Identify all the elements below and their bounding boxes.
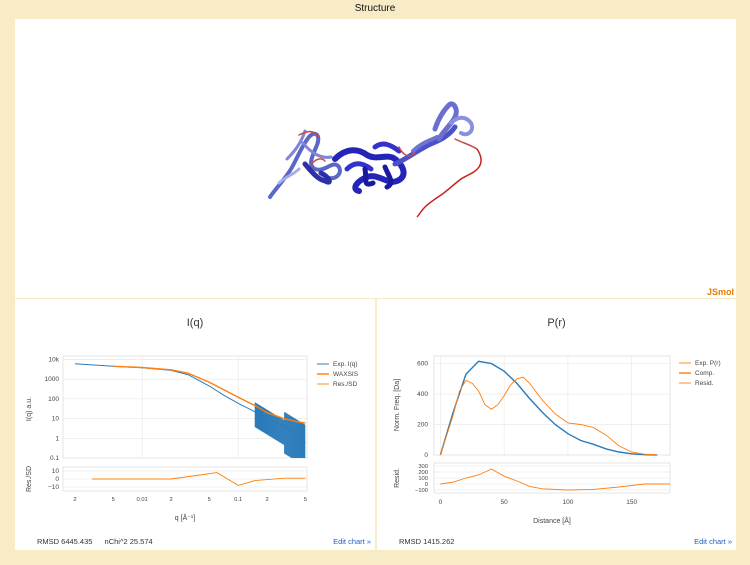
iq-y-tick-label: 1: [55, 435, 59, 442]
iq-x-tick-label: 5: [304, 497, 307, 503]
iq-x-tick-label: 0.1: [234, 497, 242, 503]
iq-res-tick-label: 0: [55, 476, 59, 483]
protein-center-domain: [332, 124, 458, 194]
pr-x-tick-label: 0: [439, 499, 443, 506]
iq-y-tick-label: 0.1: [50, 455, 59, 462]
pr-res-tick-label: 0: [425, 482, 428, 488]
iq-residual-y-label: Res./SD: [26, 466, 33, 492]
pr-res-tick-label: 200: [418, 470, 428, 476]
iq-y-tick-label: 10k: [49, 356, 60, 363]
iq-legend-res[interactable]: Res./SD: [333, 381, 358, 388]
iq-x-tick-label: 5: [208, 497, 211, 503]
pr-res-tick-label: 300: [418, 464, 428, 470]
iq-legend-waxsis[interactable]: WAXSIS: [333, 371, 359, 378]
iq-plot-area: [62, 355, 308, 459]
pr-x-tick-label: 50: [501, 499, 509, 506]
iq-res-tick-label: −10: [48, 484, 59, 491]
iq-y-tick-label: 1000: [45, 376, 60, 383]
iq-legend[interactable]: Exp. I(q) WAXSIS Res./SD: [317, 361, 359, 388]
pr-edit-chart-link[interactable]: Edit chart »: [694, 537, 732, 546]
iq-x-tick-label: 2: [266, 497, 269, 503]
pr-exp-series: [439, 376, 658, 456]
iq-exp-noise: [254, 402, 306, 458]
iq-nchi: nChi^2 25.574: [104, 537, 153, 546]
iq-x-tick-label: 0.01: [137, 497, 148, 503]
iq-chart-title: I(q): [186, 317, 204, 329]
pr-y-tick-label: 400: [417, 391, 428, 398]
pr-y-axis-label: Norm. Freq. [Da]: [394, 379, 401, 431]
iq-waxsis-series: [113, 365, 306, 424]
protein-left-domain: [268, 129, 342, 199]
pr-footer: RMSD 1415.262: [399, 537, 464, 546]
pr-y-tick-label: 0: [424, 452, 428, 459]
iq-edit-chart-link[interactable]: Edit chart »: [333, 537, 371, 546]
pr-legend-resid[interactable]: Resid.: [695, 380, 714, 387]
pr-legend[interactable]: Exp. P(r) Comp. Resid.: [679, 360, 721, 387]
pr-x-tick-label: 100: [563, 499, 574, 506]
iq-x-tick-label: 2: [169, 497, 172, 503]
iq-rmsd: RMSD 6445.435: [37, 537, 93, 546]
pr-rmsd: RMSD 1415.262: [399, 537, 455, 546]
protein-structure-render[interactable]: [15, 19, 736, 298]
iq-res-tick-label: 10: [52, 468, 60, 475]
pr-residual-y-label: Resid.: [394, 468, 401, 488]
pr-chart-title: P(r): [547, 317, 566, 329]
iq-x-tick-label: 2: [73, 497, 76, 503]
iq-footer: RMSD 6445.435 nChi^2 25.574: [37, 537, 163, 546]
protein-disordered-tail: [416, 148, 482, 218]
pr-legend-comp[interactable]: Comp.: [695, 370, 714, 377]
pr-y-tick-label: 200: [417, 422, 428, 429]
iq-y-axis-label: I(q) a.u.: [26, 397, 33, 421]
pr-x-axis-label: Distance [Å]: [533, 516, 571, 525]
iq-legend-exp[interactable]: Exp. I(q): [333, 361, 358, 368]
structure-viewer[interactable]: JSmol: [15, 19, 736, 298]
pr-residual-series: [440, 468, 670, 491]
pr-plot-area: [433, 355, 671, 456]
pr-x-tick-label: 150: [626, 499, 637, 506]
iq-x-tick-label: 5: [112, 497, 115, 503]
iq-x-axis-label: q [Å⁻¹]: [175, 513, 195, 522]
window-title: Structure: [354, 3, 396, 14]
iq-y-tick-label: 100: [48, 396, 59, 403]
pr-res-tick-label: −100: [415, 488, 428, 494]
pr-res-tick-label: 100: [418, 476, 428, 482]
jsmol-label: JSmol: [706, 287, 734, 297]
pr-legend-exp[interactable]: Exp. P(r): [695, 360, 721, 367]
iq-residual-series: [91, 472, 306, 486]
pr-y-tick-label: 600: [417, 361, 428, 368]
iq-panel: I(q) 10k 1000 100 10 1 0.1 I(q) a.u. 10 0 −10 R…: [15, 299, 375, 550]
pr-panel: P(r) 600 400 200 0 Norm. Freq. [Da] 300 200 1…: [377, 299, 736, 550]
protein-right-domain: [432, 101, 478, 150]
pr-comp-series: [439, 360, 658, 456]
iq-y-tick-label: 10: [52, 416, 60, 423]
